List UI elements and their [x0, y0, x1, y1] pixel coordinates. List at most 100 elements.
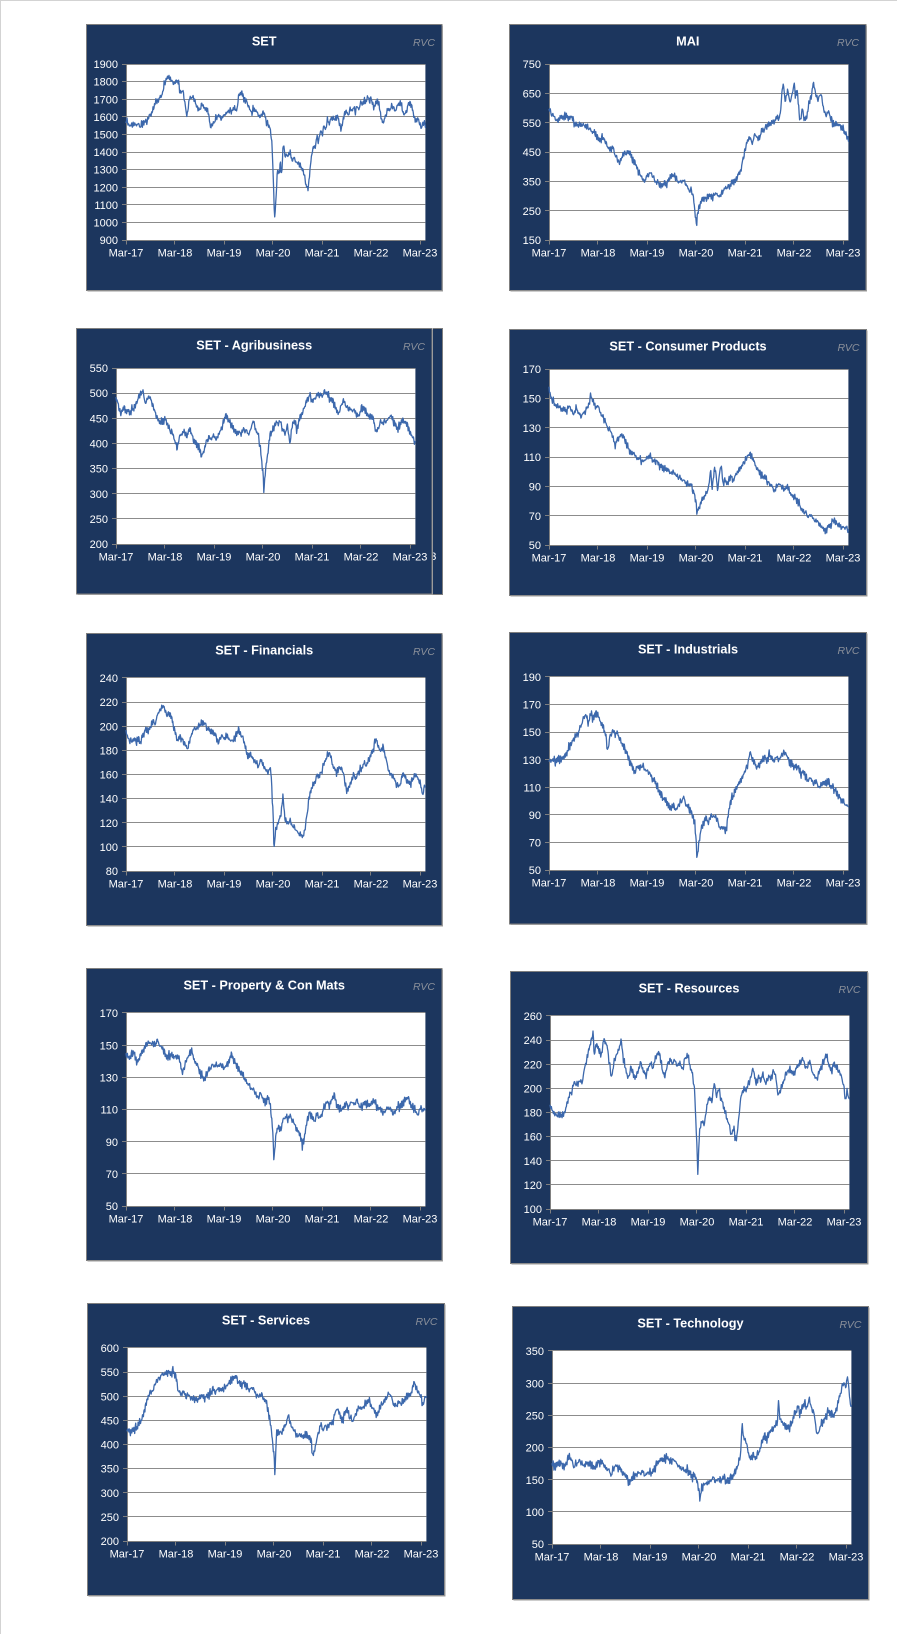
svg-text:150: 150 [526, 1475, 544, 1487]
svg-text:200: 200 [526, 1443, 544, 1455]
svg-text:80: 80 [105, 866, 117, 878]
svg-text:RVC: RVC [840, 1319, 862, 1331]
svg-text:350: 350 [526, 1346, 544, 1358]
svg-text:Mar-17: Mar-17 [99, 552, 134, 564]
svg-text:Mar-20: Mar-20 [682, 1552, 717, 1564]
svg-text:70: 70 [105, 1169, 117, 1181]
svg-text:Mar-20: Mar-20 [679, 553, 714, 565]
svg-text:Mar-21: Mar-21 [295, 552, 330, 564]
svg-text:90: 90 [105, 1137, 117, 1149]
svg-text:Mar-23: Mar-23 [827, 1217, 862, 1229]
svg-text:130: 130 [523, 423, 541, 435]
svg-text:SET - Services: SET - Services [222, 1314, 310, 1328]
svg-text:Mar-20: Mar-20 [680, 1217, 715, 1229]
svg-text:Mar-19: Mar-19 [631, 1217, 666, 1229]
svg-text:Mar-17: Mar-17 [535, 1552, 570, 1564]
svg-text:1200: 1200 [94, 182, 118, 194]
svg-text:SET - Resources: SET - Resources [639, 982, 740, 996]
svg-text:180: 180 [99, 745, 117, 757]
svg-text:1800: 1800 [94, 77, 118, 89]
svg-text:Mar-17: Mar-17 [531, 248, 566, 260]
svg-text:300: 300 [90, 489, 108, 501]
svg-text:170: 170 [523, 364, 541, 376]
svg-text:Mar-17: Mar-17 [533, 1217, 568, 1229]
svg-text:350: 350 [101, 1464, 119, 1476]
svg-text:Mar-19: Mar-19 [630, 878, 665, 890]
svg-text:Mar-23: Mar-23 [393, 552, 428, 564]
svg-text:Mar-21: Mar-21 [304, 1214, 339, 1226]
svg-text:Mar-22: Mar-22 [355, 1549, 390, 1561]
svg-text:400: 400 [90, 439, 108, 451]
svg-text:RVC: RVC [837, 37, 859, 49]
svg-text:RVC: RVC [839, 984, 861, 996]
svg-text:240: 240 [99, 673, 117, 685]
svg-text:160: 160 [524, 1132, 542, 1144]
svg-text:Mar-23: Mar-23 [402, 879, 437, 891]
svg-text:Mar-17: Mar-17 [108, 1214, 143, 1226]
svg-text:450: 450 [90, 413, 108, 425]
svg-text:500: 500 [90, 388, 108, 400]
svg-text:Mar-22: Mar-22 [344, 552, 379, 564]
svg-text:Mar-23: Mar-23 [404, 1549, 439, 1561]
svg-text:Mar-23: Mar-23 [402, 1214, 437, 1226]
svg-text:1500: 1500 [94, 130, 118, 142]
svg-text:Mar-21: Mar-21 [304, 879, 339, 891]
svg-text:170: 170 [523, 700, 541, 712]
svg-text:1400: 1400 [94, 147, 118, 159]
svg-text:260: 260 [524, 1011, 542, 1023]
svg-text:Mar-20: Mar-20 [255, 1214, 290, 1226]
svg-text:Mar-19: Mar-19 [206, 1214, 241, 1226]
svg-text:Mar-19: Mar-19 [208, 1549, 243, 1561]
svg-text:50: 50 [529, 865, 541, 877]
svg-text:900: 900 [100, 235, 118, 247]
svg-text:50: 50 [532, 1539, 544, 1551]
svg-text:90: 90 [529, 481, 541, 493]
svg-text:220: 220 [524, 1059, 542, 1071]
svg-text:100: 100 [526, 1507, 544, 1519]
svg-text:SET: SET [252, 35, 277, 49]
svg-text:250: 250 [522, 206, 540, 218]
svg-text:RVC: RVC [413, 646, 435, 658]
svg-text:SET - Consumer Products: SET - Consumer Products [609, 340, 766, 354]
svg-text:250: 250 [90, 514, 108, 526]
svg-text:550: 550 [522, 118, 540, 130]
svg-text:70: 70 [529, 511, 541, 523]
svg-text:Mar-22: Mar-22 [777, 878, 812, 890]
svg-text:1600: 1600 [94, 112, 118, 124]
svg-text:350: 350 [90, 464, 108, 476]
svg-text:RVC: RVC [838, 645, 860, 657]
svg-text:Mar-17: Mar-17 [109, 248, 144, 260]
svg-text:70: 70 [529, 838, 541, 850]
svg-text:Mar-21: Mar-21 [728, 878, 763, 890]
svg-text:190: 190 [523, 672, 541, 684]
svg-text:120: 120 [524, 1180, 542, 1192]
svg-text:RVC: RVC [403, 341, 425, 353]
svg-text:RVC: RVC [413, 981, 435, 993]
svg-text:50: 50 [105, 1201, 117, 1213]
svg-text:250: 250 [101, 1512, 119, 1524]
svg-text:Mar-20: Mar-20 [256, 248, 291, 260]
svg-text:Mar-23: Mar-23 [829, 1552, 864, 1564]
svg-text:Mar-22: Mar-22 [780, 1552, 815, 1564]
svg-text:Mar-23: Mar-23 [403, 248, 438, 260]
svg-text:140: 140 [524, 1156, 542, 1168]
svg-text:200: 200 [90, 539, 108, 551]
svg-text:Mar-23: Mar-23 [826, 553, 861, 565]
svg-text:Mar-17: Mar-17 [108, 879, 143, 891]
svg-text:150: 150 [522, 235, 540, 247]
svg-text:130: 130 [99, 1072, 117, 1084]
svg-text:90: 90 [529, 810, 541, 822]
svg-text:Mar-21: Mar-21 [306, 1549, 341, 1561]
svg-text:Mar-22: Mar-22 [778, 1217, 813, 1229]
svg-text:1900: 1900 [94, 59, 118, 71]
svg-text:220: 220 [99, 697, 117, 709]
svg-text:Mar-21: Mar-21 [728, 553, 763, 565]
svg-text:Mar-18: Mar-18 [158, 248, 193, 260]
svg-text:100: 100 [99, 842, 117, 854]
svg-text:50: 50 [529, 540, 541, 552]
svg-text:Mar-18: Mar-18 [581, 878, 616, 890]
svg-text:SET - Technology: SET - Technology [637, 1317, 743, 1331]
svg-text:SET - Property & Con Mats: SET - Property & Con Mats [183, 979, 344, 993]
svg-text:Mar-19: Mar-19 [207, 248, 242, 260]
svg-text:350: 350 [522, 176, 540, 188]
